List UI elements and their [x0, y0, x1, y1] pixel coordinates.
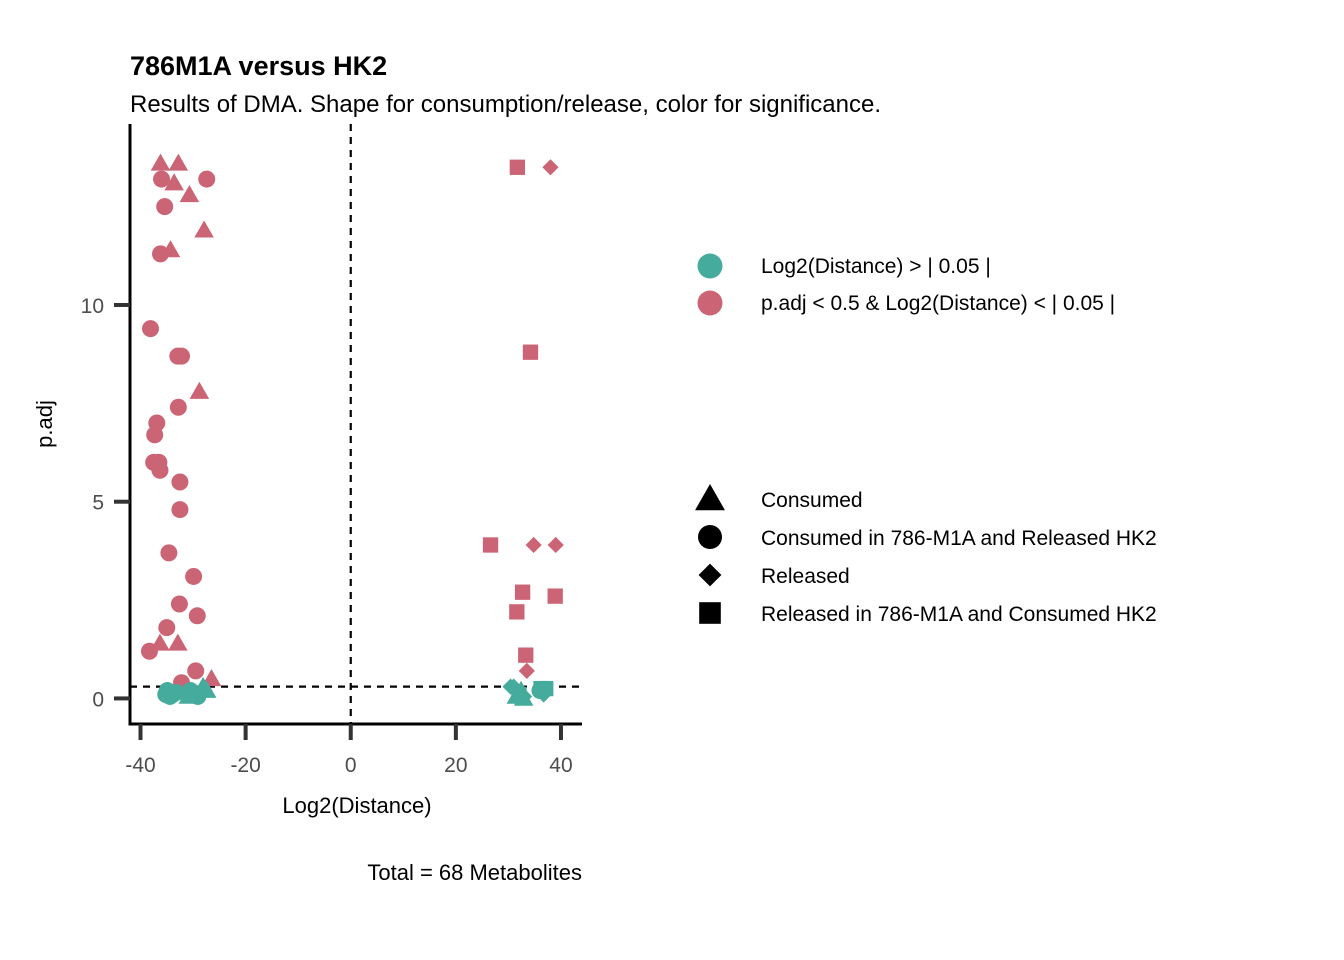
data-point: [179, 185, 200, 203]
data-point: [194, 220, 214, 238]
legend-shape-label: Consumed in 786-M1A and Released HK2: [761, 527, 1157, 550]
legend-shape-label: Consumed: [761, 489, 863, 512]
data-point: [140, 642, 158, 660]
data-point: [150, 153, 171, 171]
legend-color-key: [697, 290, 723, 316]
data-point: [509, 604, 525, 620]
legend-shape-key: [698, 563, 722, 587]
data-point: [502, 678, 519, 695]
data-point: [185, 567, 203, 585]
data-point: [146, 426, 164, 444]
data-point: [173, 347, 191, 365]
legend-color-key: [697, 253, 723, 279]
data-point: [509, 159, 526, 175]
data-point: [156, 198, 174, 216]
x-tick-label: -20: [230, 754, 260, 777]
data-point: [547, 588, 563, 604]
y-axis-title: p.adj: [32, 400, 57, 448]
data-point: [153, 170, 171, 188]
legend-shape-key: [699, 602, 721, 624]
data-point: [482, 537, 499, 553]
chart-caption: Total = 68 Metabolites: [367, 860, 582, 885]
data-point: [514, 584, 531, 600]
data-point: [164, 173, 184, 191]
data-point: [547, 536, 564, 554]
data-point: [198, 170, 216, 188]
x-tick-label: 20: [444, 754, 467, 777]
data-point: [189, 381, 210, 399]
data-point: [522, 344, 539, 360]
data-point: [531, 682, 549, 700]
data-point: [188, 607, 206, 625]
data-point: [187, 662, 205, 680]
legend-shape-label: Released in 786-M1A and Consumed HK2: [761, 603, 1157, 626]
legend-shape-key: [698, 525, 722, 549]
data-point: [511, 686, 527, 703]
x-tick-label: 0: [345, 754, 357, 777]
y-tick-label: 10: [81, 295, 104, 318]
data-point: [525, 536, 542, 554]
chart-subtitle: Results of DMA. Shape for consumption/re…: [130, 91, 881, 118]
data-point: [518, 662, 535, 679]
shape-legend: Consumed Consumed in 786-M1A and Released…: [695, 484, 1157, 626]
data-point: [542, 159, 559, 176]
color-legend: Log2(Distance) > | 0.05 | p.adj < 0.5 & L…: [697, 253, 1115, 316]
legend-color-label: Log2(Distance) > | 0.05 |: [761, 255, 991, 278]
data-point: [170, 595, 188, 613]
plot-panel: [128, 124, 582, 726]
x-tick-label: -40: [125, 754, 155, 777]
data-point: [169, 398, 187, 416]
legend-shape-key: [695, 484, 725, 511]
data-point: [141, 320, 159, 338]
data-point: [168, 153, 189, 171]
data-point: [196, 680, 217, 698]
y-tick-label: 0: [92, 688, 104, 711]
x-tick-label: 40: [549, 754, 572, 777]
axis-ticks: -40 -20 0 20 40 0 5 10: [81, 295, 573, 777]
y-tick-label: 5: [92, 492, 104, 515]
legend-color-label: p.adj < 0.5 & Log2(Distance) < | 0.05 |: [761, 292, 1115, 315]
data-point: [158, 619, 176, 637]
data-point: [171, 501, 189, 519]
data-point: [178, 686, 199, 704]
data-point: [171, 473, 189, 491]
data-point: [160, 544, 178, 562]
data-point: [518, 647, 534, 663]
data-point: [151, 461, 169, 479]
x-axis-title: Log2(Distance): [282, 793, 431, 818]
data-point: [151, 245, 169, 263]
data-point: [168, 633, 188, 651]
chart-title: 786M1A versus HK2: [130, 51, 387, 81]
legend-shape-label: Released: [761, 565, 850, 588]
